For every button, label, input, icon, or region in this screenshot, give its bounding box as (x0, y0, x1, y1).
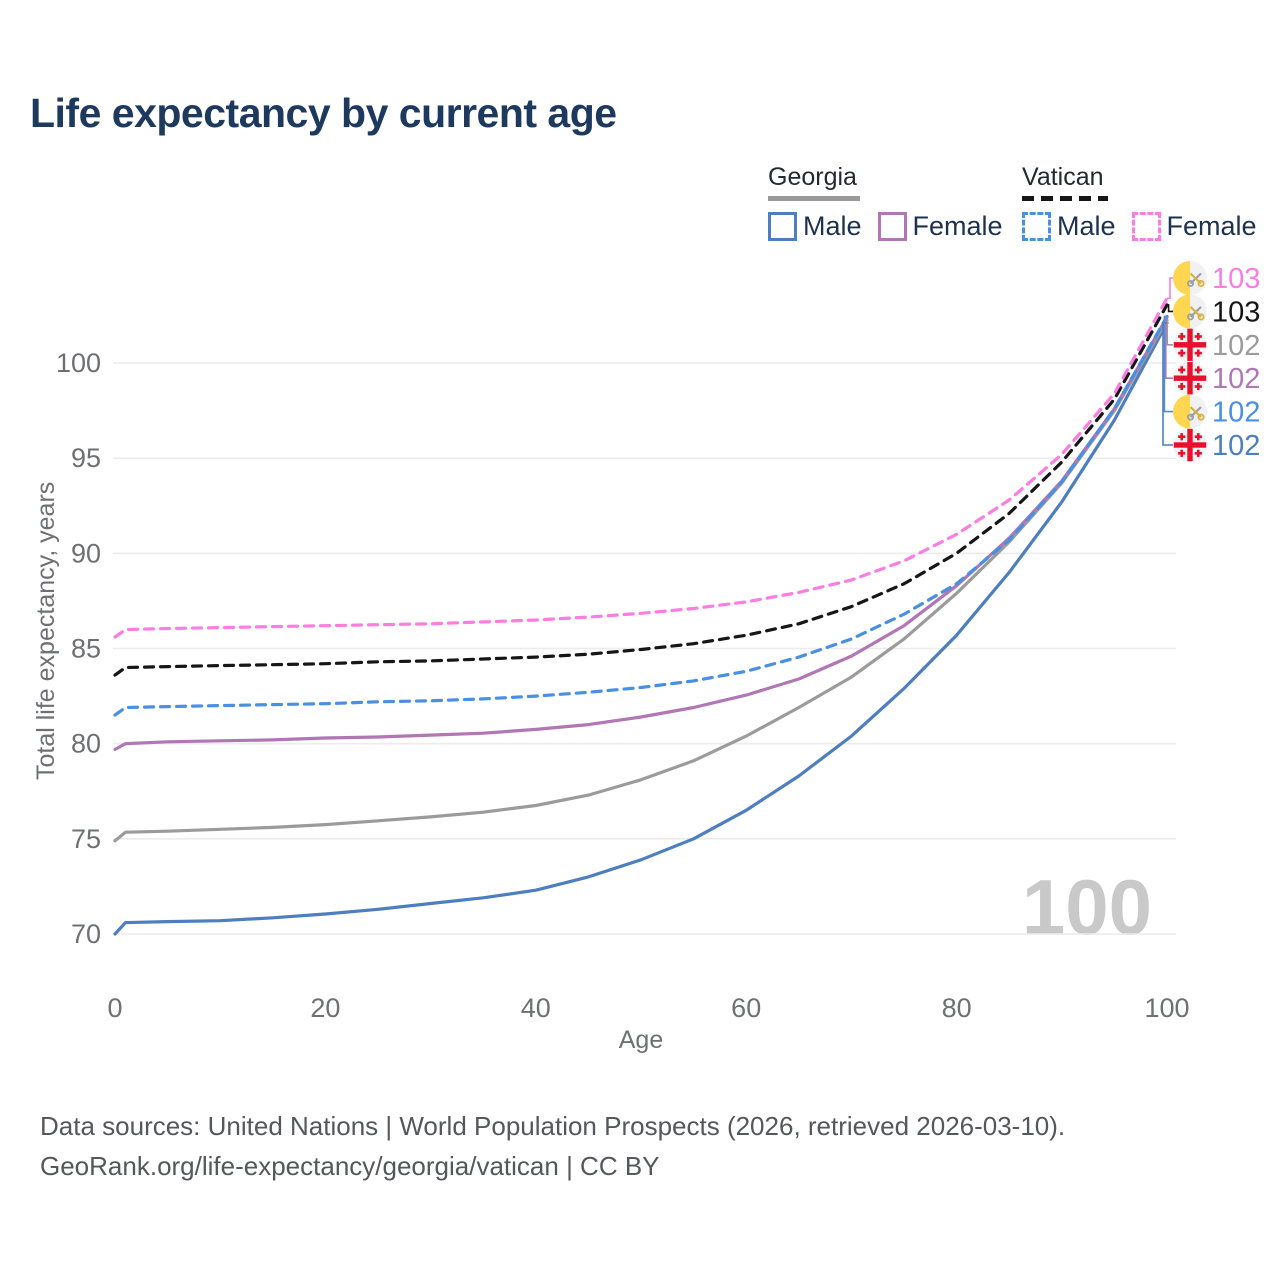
vatican-flag-icon (1173, 394, 1207, 429)
legend-item-georgia-male[interactable]: Male (768, 211, 862, 242)
legend-vatican-title: Vatican (1022, 163, 1104, 191)
y-tick-label-100: 100 (56, 348, 101, 378)
series-line-georgia (113, 318, 1169, 843)
series-line-georgia-male (113, 321, 1169, 936)
legend-item-georgia-female[interactable]: Female (877, 211, 1003, 242)
series-line-vatican-male (113, 314, 1169, 717)
x-tick-label-40: 40 (521, 993, 551, 1023)
y-tick-label-95: 95 (71, 443, 101, 473)
legend-label-vatican-female: Female (1166, 211, 1257, 241)
vatican-flag-icon (1173, 261, 1207, 295)
georgia-solid-line-swatch (768, 196, 860, 201)
georgia-flag-icon (1173, 428, 1207, 462)
end-label-leader-georgia-male (1162, 322, 1179, 446)
x-tick-label-20: 20 (310, 993, 340, 1023)
legend-item-vatican-male[interactable]: Male (1022, 211, 1116, 242)
footer-attribution: Data sources: United Nations | World Pop… (40, 1106, 1065, 1187)
legend-label-georgia-female: Female (912, 211, 1003, 241)
end-label-value-vatican: 103 (1212, 296, 1260, 328)
georgia-male-checkbox-icon[interactable] (768, 212, 797, 241)
legend-group-georgia: Georgia Male Female (768, 163, 1019, 242)
x-tick-label-60: 60 (731, 993, 761, 1023)
footer-url: GeoRank.org/life-expectancy/georgia/vati… (40, 1151, 660, 1182)
georgia-female-checkbox-icon[interactable] (877, 212, 907, 241)
series-line-vatican (113, 303, 1169, 677)
x-tick-label-100: 100 (1144, 993, 1189, 1023)
legend-item-vatican-female[interactable]: Female (1131, 211, 1257, 242)
end-label-value-vatican-male: 102 (1212, 397, 1260, 429)
end-label-leader-vatican-male (1163, 315, 1179, 413)
y-axis-title: Total life expectancy, years (32, 481, 60, 780)
legend-label-georgia-male: Male (803, 211, 862, 241)
series-line-georgia-female (113, 315, 1169, 751)
legend-georgia-title: Georgia (768, 163, 857, 191)
end-label-value-georgia: 102 (1212, 330, 1260, 362)
footer-data-sources: Data sources: United Nations | World Pop… (40, 1111, 1066, 1141)
y-tick-label-75: 75 (71, 824, 101, 854)
legend-label-vatican-male: Male (1057, 211, 1116, 241)
end-label-value-georgia-female: 102 (1212, 363, 1260, 395)
vatican-dashed-line-swatch (1022, 196, 1108, 201)
y-tick-label-90: 90 (71, 538, 101, 568)
vatican-flag-icon (1173, 294, 1207, 329)
end-label-value-vatican-female: 103 (1212, 263, 1260, 295)
x-tick-label-0: 0 (107, 993, 122, 1023)
end-label-value-georgia-male: 102 (1212, 430, 1260, 462)
legend-group-vatican: Vatican Male Female (1022, 163, 1273, 242)
x-axis-title: Age (618, 1026, 664, 1054)
y-tick-label-80: 80 (71, 729, 101, 759)
x-tick-label-80: 80 (942, 993, 972, 1023)
georgia-flag-icon (1173, 361, 1207, 396)
vatican-male-checkbox-icon[interactable] (1022, 212, 1051, 241)
georgia-flag-icon (1173, 327, 1207, 362)
page-title: Life expectancy by current age (30, 90, 617, 136)
end-label-leader-georgia-female (1165, 316, 1179, 379)
age-watermark: 100 (1021, 863, 1152, 951)
y-tick-label-85: 85 (71, 634, 101, 664)
vatican-female-checkbox-icon[interactable] (1131, 212, 1161, 241)
y-tick-label-70: 70 (71, 919, 101, 949)
series-line-vatican-female (113, 296, 1169, 639)
